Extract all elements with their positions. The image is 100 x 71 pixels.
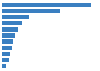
Bar: [2, 15, 29, 19]
Bar: [2, 58, 9, 62]
Bar: [2, 3, 91, 7]
Bar: [2, 21, 22, 25]
Bar: [2, 46, 12, 50]
Bar: [2, 39, 13, 44]
Bar: [2, 64, 6, 68]
Bar: [2, 9, 60, 13]
Bar: [2, 27, 18, 32]
Bar: [2, 33, 15, 38]
Bar: [2, 52, 10, 56]
